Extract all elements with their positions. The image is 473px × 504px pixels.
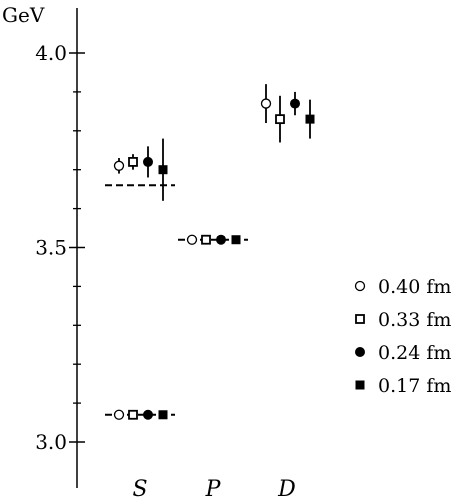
legend: 0.40 fm 0.33 fm 0.24 fm 0.17 fm — [354, 276, 451, 397]
data-point-s — [158, 410, 168, 420]
legend-marker — [355, 380, 365, 390]
data-point-d — [305, 114, 315, 124]
data-point-s — [113, 409, 125, 420]
data-point-s — [128, 409, 138, 420]
y-axis: GeV 3.0 3.5 4.0 — [2, 3, 85, 488]
category-label-p: P — [205, 477, 222, 502]
category-label-s: S — [132, 477, 147, 502]
data-point-s — [158, 165, 168, 175]
legend-label: 0.33 fm — [378, 309, 451, 331]
data-points — [113, 84, 315, 420]
legend-label: 0.17 fm — [378, 375, 451, 397]
legend-label: 0.40 fm — [378, 276, 451, 298]
legend-marker — [354, 280, 366, 292]
data-point-p — [186, 234, 198, 245]
data-point-d — [290, 98, 300, 109]
legend-marker — [355, 347, 365, 357]
y-unit-label: GeV — [2, 3, 45, 27]
data-point-d — [275, 114, 285, 125]
y-tick-label: 3.0 — [35, 430, 67, 454]
data-point-p — [231, 235, 241, 245]
data-point-d — [260, 98, 272, 109]
data-point-p — [201, 234, 211, 245]
y-tick-label: 3.5 — [35, 236, 67, 260]
data-point-s — [143, 156, 153, 167]
legend-marker — [355, 314, 365, 324]
y-tick-label: 4.0 — [35, 41, 67, 65]
data-point-s — [128, 157, 138, 167]
data-point-s — [143, 409, 153, 420]
data-point-s — [113, 160, 125, 171]
legend-label: 0.24 fm — [378, 342, 451, 364]
reference-lines — [105, 184, 248, 416]
category-label-d: D — [277, 477, 296, 502]
data-point-p — [216, 234, 226, 245]
